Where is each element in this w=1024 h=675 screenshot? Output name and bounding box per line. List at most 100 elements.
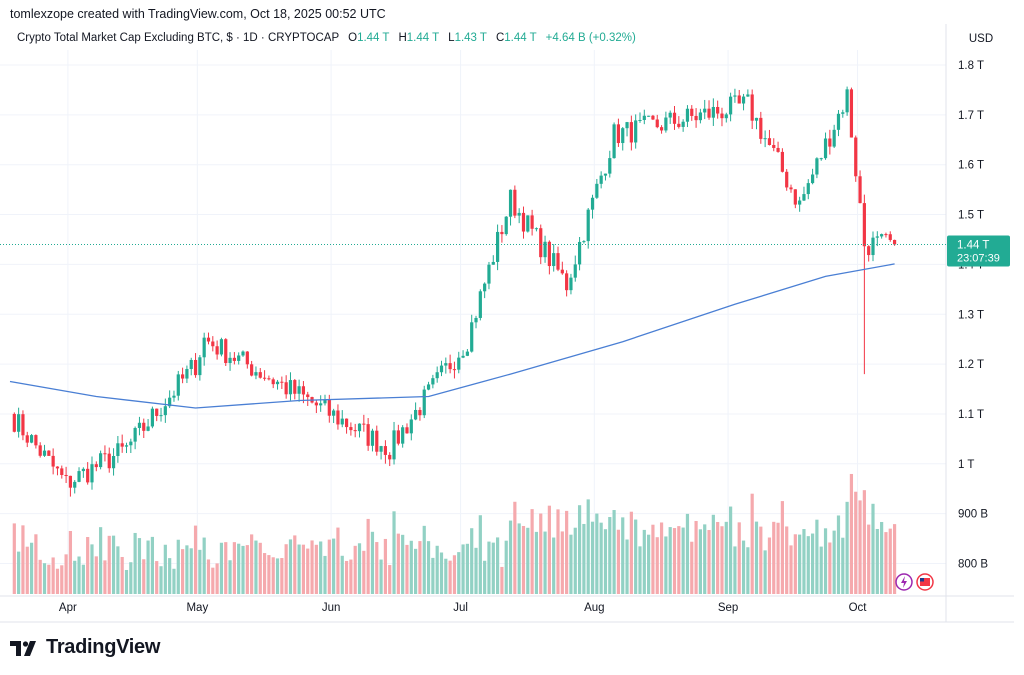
candle-body xyxy=(517,212,521,216)
volume-bar xyxy=(375,542,379,594)
volume-bar xyxy=(133,532,137,594)
volume-bar xyxy=(720,526,724,594)
candle-body xyxy=(51,455,55,467)
volume-bar xyxy=(547,505,551,594)
candle-body xyxy=(888,234,892,240)
candle-body xyxy=(206,337,211,342)
low-value: 1.43 T xyxy=(454,32,487,44)
volume-bar xyxy=(353,545,357,594)
candle-body xyxy=(77,471,81,482)
chart-attribution: tomlexzope created with TradingView.com,… xyxy=(10,7,386,21)
candle-body xyxy=(741,96,746,104)
candle-body xyxy=(42,450,47,456)
candle-body xyxy=(111,455,116,469)
volume-bar xyxy=(513,501,517,594)
candle-body xyxy=(323,399,327,404)
candle-body xyxy=(849,89,854,138)
volume-bar xyxy=(595,513,599,594)
moving-average-line xyxy=(9,263,895,409)
volume-bar xyxy=(483,560,487,594)
volume-bar xyxy=(849,473,854,594)
volume-bar xyxy=(539,513,543,594)
open-label: O xyxy=(348,32,358,44)
candle-body xyxy=(168,397,172,407)
volume-bar xyxy=(116,546,120,594)
candle-body xyxy=(867,246,871,256)
volume-bar xyxy=(737,522,741,594)
volume-bar xyxy=(711,514,715,594)
candle-body xyxy=(198,357,202,376)
candle-body xyxy=(634,120,638,143)
volume-bar xyxy=(405,544,409,594)
candle-body xyxy=(254,372,258,376)
candle-body xyxy=(590,197,595,210)
candle-body xyxy=(267,378,271,380)
volume-bar xyxy=(478,515,482,594)
volume-bar xyxy=(832,530,836,594)
volume-bar xyxy=(357,543,362,594)
volume-bar xyxy=(17,551,21,594)
candle-body xyxy=(474,317,478,323)
volume-bar xyxy=(785,526,789,594)
candle-body xyxy=(465,351,469,356)
volume-bar xyxy=(310,540,314,594)
candle-body xyxy=(461,355,465,358)
volume-bar xyxy=(86,537,90,594)
candle-body xyxy=(616,124,621,144)
volume-bar xyxy=(733,546,737,594)
volume-bar xyxy=(707,530,711,594)
flag-icon xyxy=(920,578,930,586)
volume-bar xyxy=(521,525,526,594)
candle-body xyxy=(306,394,310,398)
candle-body xyxy=(642,115,646,120)
candle-body xyxy=(349,427,353,431)
volume-bar xyxy=(379,559,383,594)
volume-bar xyxy=(323,555,327,594)
volume-bar xyxy=(634,519,638,594)
candle-body xyxy=(836,113,841,130)
candle-body xyxy=(841,112,845,114)
volume-bar xyxy=(327,539,331,594)
currency-selector[interactable]: USD xyxy=(950,28,1012,50)
volume-bar xyxy=(828,542,832,594)
symbol-legend[interactable]: Crypto Total Market Cap Excluding BTC, $… xyxy=(17,32,636,44)
candle-body xyxy=(137,422,142,428)
candle-body xyxy=(401,427,405,444)
tradingview-logo-text: TradingView xyxy=(46,636,161,658)
volume-bar xyxy=(38,559,42,594)
volume-bar xyxy=(73,560,77,594)
lightning-icon xyxy=(901,576,907,588)
candle-body xyxy=(659,127,664,131)
volume-bar xyxy=(293,535,297,594)
volume-bar xyxy=(651,524,655,594)
candle-body xyxy=(332,410,336,416)
volume-bar xyxy=(241,545,245,594)
volume-bar xyxy=(21,525,25,594)
volume-bar xyxy=(586,499,590,594)
candle-body xyxy=(185,368,189,379)
volume-bar xyxy=(280,558,284,594)
x-tick-label: Oct xyxy=(849,602,868,614)
volume-bar xyxy=(150,536,154,594)
volume-bar xyxy=(806,536,810,594)
candle-body xyxy=(595,183,599,198)
volume-bar xyxy=(90,544,94,594)
volume-bar xyxy=(271,557,275,594)
volume-bar xyxy=(754,521,759,594)
volume-bar xyxy=(370,531,375,594)
candle-body xyxy=(565,273,569,291)
volume-bar xyxy=(625,539,629,594)
candle-body xyxy=(327,399,331,416)
open-value: 1.44 T xyxy=(357,32,390,44)
tradingview-logo[interactable]: TradingView xyxy=(10,636,160,659)
candle-body xyxy=(435,372,439,379)
candle-body xyxy=(94,464,98,468)
candle-body xyxy=(526,215,530,232)
candle-body xyxy=(612,124,616,159)
volume-bar xyxy=(552,537,556,594)
volume-bar xyxy=(349,559,353,594)
candle-body xyxy=(422,389,426,416)
volume-bar xyxy=(47,564,51,594)
volume-bar xyxy=(517,523,521,594)
